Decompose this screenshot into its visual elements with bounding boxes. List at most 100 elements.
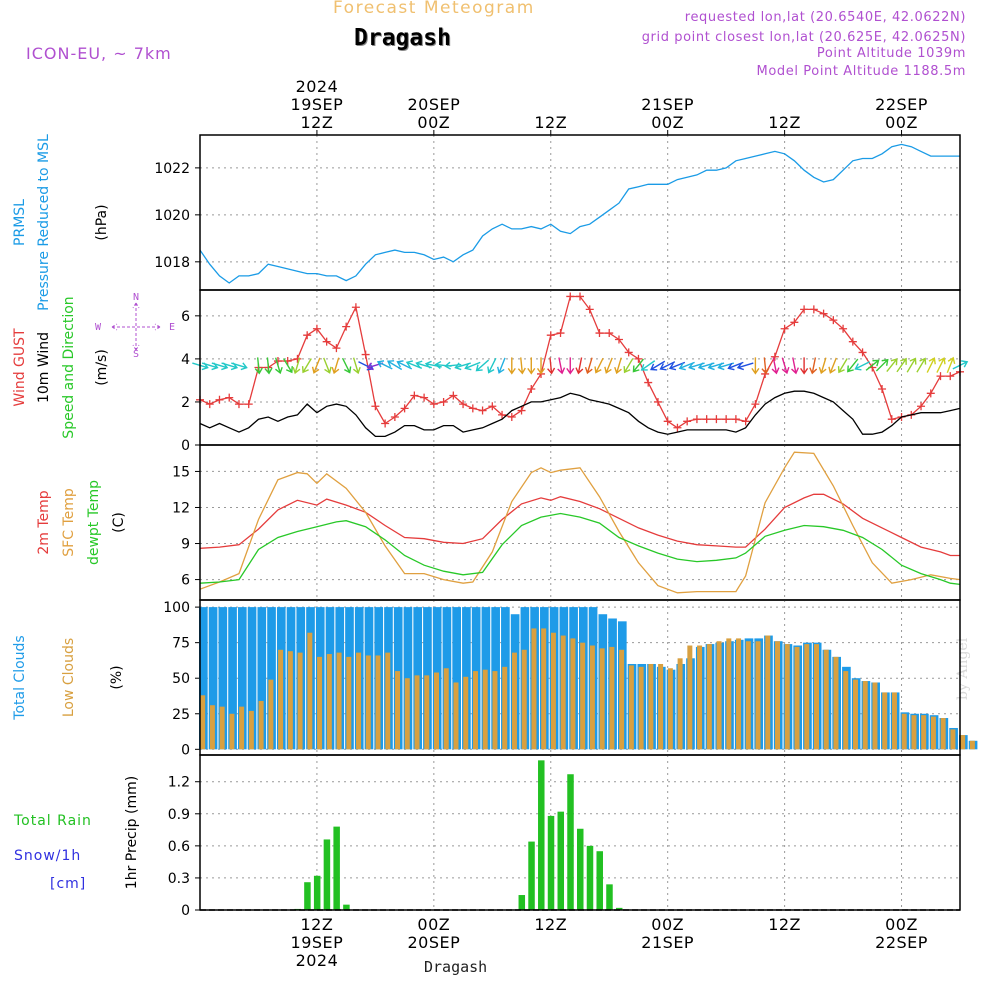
ylabel-0-1: Pressure Reduced to MSL bbox=[36, 134, 52, 311]
low-cloud-bar bbox=[541, 628, 547, 750]
total-cloud-bar bbox=[199, 607, 208, 750]
gust-point bbox=[342, 322, 351, 331]
wind-arrow bbox=[396, 360, 413, 370]
gust-point bbox=[595, 329, 604, 338]
ylabel-2-2: dewpt Temp bbox=[86, 480, 102, 565]
ylabel-1-0: Wind GUST bbox=[12, 328, 28, 407]
wind-arrow bbox=[906, 357, 917, 373]
low-cloud-bar bbox=[521, 649, 527, 750]
legend-snow: Snow/1h bbox=[14, 848, 81, 864]
low-cloud-bar bbox=[706, 644, 712, 750]
low-cloud-bar bbox=[697, 645, 703, 750]
rain-bar bbox=[538, 760, 545, 910]
wind-arrow bbox=[487, 357, 497, 374]
time-label-bottom: 12Z bbox=[301, 915, 334, 934]
ylabel-3-2-group: (%) bbox=[109, 665, 125, 689]
low-cloud-bar bbox=[482, 669, 488, 750]
time-label-bottom: 19SEP bbox=[291, 933, 344, 952]
ytick-label: 25 bbox=[172, 707, 190, 723]
time-label-top: 12Z bbox=[768, 113, 801, 132]
time-label-bottom: 00Z bbox=[885, 915, 918, 934]
low-cloud-bar bbox=[307, 632, 313, 750]
low-cloud-bar bbox=[833, 656, 839, 750]
total-cloud-bar bbox=[452, 607, 461, 750]
gust-point bbox=[507, 413, 516, 422]
ytick-label: 0.6 bbox=[168, 839, 190, 855]
gust-point bbox=[663, 417, 672, 426]
ytick-label: 0.3 bbox=[168, 871, 190, 887]
series-line bbox=[199, 451, 961, 594]
ylabel-0-2-group: (hPa) bbox=[94, 204, 110, 240]
wind-arrow bbox=[444, 361, 462, 370]
low-cloud-bar bbox=[930, 716, 936, 750]
gust-point bbox=[293, 354, 302, 363]
low-cloud-bar bbox=[648, 663, 654, 750]
time-label-top: 20SEP bbox=[407, 95, 460, 114]
ylabel-1-1-group: 10m Wind bbox=[36, 332, 52, 403]
low-cloud-bar bbox=[268, 679, 274, 750]
rain-bar bbox=[333, 826, 340, 910]
ylabel-1-3: (m/s) bbox=[94, 349, 110, 386]
ytick-label: 0 bbox=[181, 438, 190, 454]
wind-arrow bbox=[828, 357, 837, 374]
time-label-top: 19SEP bbox=[291, 95, 344, 114]
low-cloud-bar bbox=[239, 706, 245, 750]
low-cloud-bar bbox=[940, 718, 946, 750]
wind-arrow bbox=[594, 357, 604, 374]
wind-arrow bbox=[254, 357, 263, 375]
wind-arrow bbox=[614, 357, 622, 375]
gust-point bbox=[605, 329, 614, 338]
low-cloud-bar bbox=[628, 665, 634, 750]
gust-point bbox=[936, 372, 945, 381]
ytick-label: 6 bbox=[181, 573, 190, 589]
low-cloud-bar bbox=[346, 656, 352, 750]
wind-arrow bbox=[875, 358, 889, 372]
low-cloud-bar bbox=[658, 663, 664, 750]
time-label-top: 00Z bbox=[417, 113, 450, 132]
low-cloud-bar bbox=[531, 628, 537, 750]
low-cloud-bar bbox=[755, 641, 761, 750]
gust-point bbox=[381, 419, 390, 428]
time-label-bottom: 20SEP bbox=[407, 933, 460, 952]
wind-arrow bbox=[896, 357, 907, 373]
low-cloud-bar bbox=[385, 652, 391, 750]
low-cloud-bar bbox=[297, 652, 303, 750]
ylabel-2-3: (C) bbox=[111, 512, 127, 533]
wind-arrow bbox=[547, 357, 556, 375]
wind-arrow bbox=[386, 360, 403, 371]
wind-arrow bbox=[916, 357, 927, 373]
gust-point bbox=[390, 413, 399, 422]
low-cloud-bar bbox=[511, 652, 517, 750]
gust-point bbox=[517, 406, 526, 415]
low-cloud-bar bbox=[434, 672, 440, 750]
gust-point bbox=[459, 400, 468, 409]
rain-bar bbox=[586, 845, 594, 910]
time-label-bottom: 22SEP bbox=[875, 933, 928, 952]
ytick-label: 75 bbox=[172, 636, 190, 652]
time-label-bottom: 21SEP bbox=[641, 933, 694, 952]
model-label: ICON-EU, ~ 7km bbox=[26, 44, 172, 63]
time-label-bottom: 12Z bbox=[768, 915, 801, 934]
total-cloud-bar bbox=[257, 607, 267, 750]
low-cloud-bar bbox=[404, 678, 410, 750]
ylabel-2-0: 2m Temp bbox=[36, 490, 52, 554]
gust-point bbox=[790, 318, 799, 327]
wind-arrow bbox=[781, 357, 790, 375]
gust-point bbox=[673, 423, 682, 432]
gust-point bbox=[546, 331, 555, 340]
ylabel-1-2-group: Speed and Direction bbox=[61, 296, 77, 438]
gust-point bbox=[878, 385, 887, 394]
wind-arrow bbox=[837, 358, 848, 374]
low-cloud-bar bbox=[823, 649, 829, 750]
compass-e: E bbox=[169, 322, 175, 333]
low-cloud-bar bbox=[336, 652, 342, 750]
wind-arrow bbox=[557, 357, 566, 375]
gust-point bbox=[692, 415, 701, 424]
total-cloud-bar bbox=[247, 607, 257, 750]
wind-arrow bbox=[800, 357, 809, 375]
low-cloud-bar bbox=[969, 740, 975, 750]
gust-point bbox=[371, 402, 380, 411]
panel-4: 0 0.3 0.6 0.9 1.2 Total Rain Snow/1h [cm] bbox=[13, 754, 961, 919]
ytick-label: 15 bbox=[172, 464, 190, 480]
